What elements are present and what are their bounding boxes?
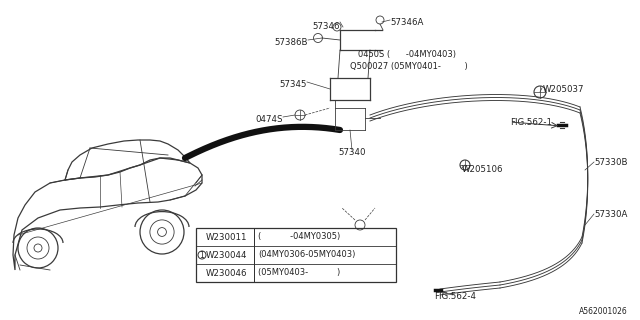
Text: 57330B: 57330B: [594, 158, 627, 167]
Text: 57346: 57346: [312, 22, 340, 31]
Text: W205037: W205037: [543, 85, 584, 94]
Text: 57346A: 57346A: [390, 18, 424, 27]
Text: (04MY0306-05MY0403): (04MY0306-05MY0403): [258, 251, 355, 260]
Text: (           -04MY0305): ( -04MY0305): [258, 233, 340, 242]
Text: W230011: W230011: [206, 233, 248, 242]
Text: FIG.562-1: FIG.562-1: [510, 118, 552, 127]
Text: 57330A: 57330A: [594, 210, 627, 219]
Text: FIG.562-4: FIG.562-4: [434, 292, 476, 301]
Text: Q500027 (05MY0401-         ): Q500027 (05MY0401- ): [350, 62, 468, 71]
Text: W230044: W230044: [206, 251, 248, 260]
Text: W230046: W230046: [206, 268, 248, 277]
Text: 57340: 57340: [339, 148, 365, 157]
Text: 0474S: 0474S: [255, 115, 283, 124]
Text: 57386B: 57386B: [275, 38, 308, 47]
Text: 1: 1: [200, 251, 204, 260]
Text: (05MY0403-           ): (05MY0403- ): [258, 268, 340, 277]
Text: 57345: 57345: [280, 80, 307, 89]
Text: 0450S (      -04MY0403): 0450S ( -04MY0403): [358, 50, 456, 59]
Bar: [196, 228, 396, 282]
Text: W205106: W205106: [462, 165, 504, 174]
Text: A562001026: A562001026: [579, 307, 628, 316]
